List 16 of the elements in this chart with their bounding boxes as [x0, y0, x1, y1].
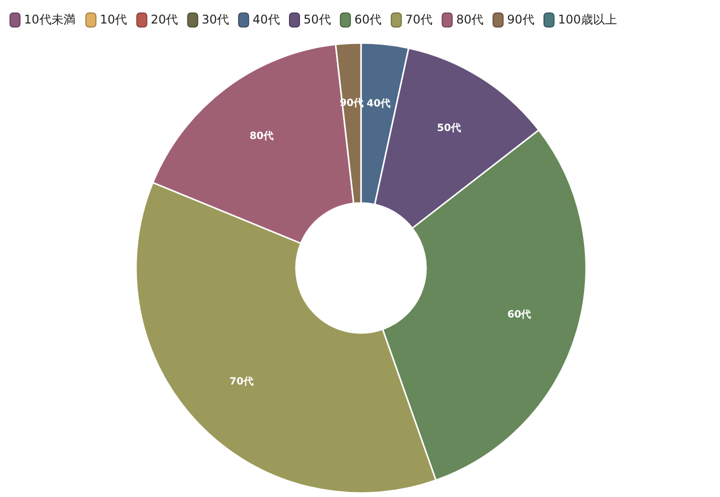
- legend-label: 10代: [100, 12, 128, 26]
- slice-label: 80代: [250, 130, 274, 142]
- legend-label: 50代: [304, 12, 331, 26]
- slice-label: 40代: [366, 98, 391, 110]
- slice-label: 70代: [229, 375, 254, 388]
- legend-label: 30代: [202, 12, 229, 26]
- legend-label: 60代: [354, 12, 382, 26]
- legend-label: 80代: [456, 12, 484, 26]
- slice-label: 50代: [437, 122, 461, 134]
- legend-label: 10代未満: [24, 12, 76, 26]
- legend-label: 70代: [405, 12, 433, 26]
- slice-label: 60代: [507, 308, 532, 320]
- legend-label: 100歳以上: [558, 12, 617, 26]
- legend-label: 20代: [150, 12, 178, 26]
- legend-label: 40代: [252, 12, 280, 26]
- legend-label: 90代: [507, 12, 534, 26]
